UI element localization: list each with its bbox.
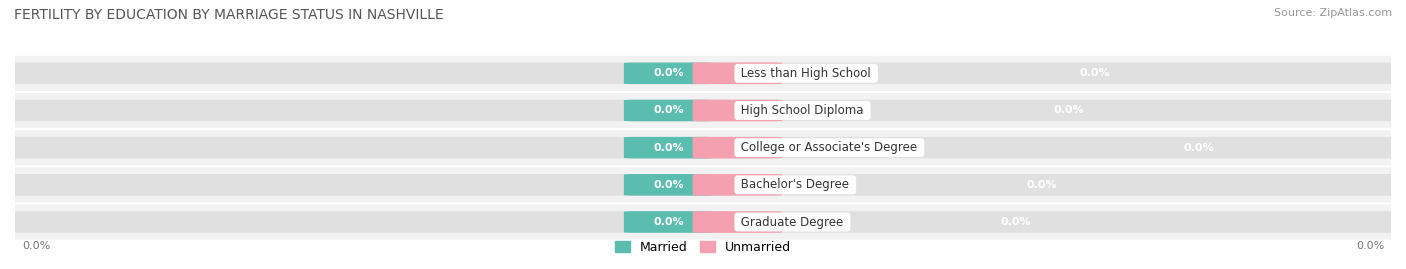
FancyBboxPatch shape: [693, 174, 782, 196]
Text: 0.0%: 0.0%: [654, 105, 683, 115]
FancyBboxPatch shape: [624, 100, 713, 121]
FancyBboxPatch shape: [1, 167, 1405, 202]
FancyBboxPatch shape: [693, 211, 782, 233]
FancyBboxPatch shape: [4, 62, 1402, 84]
FancyBboxPatch shape: [1, 204, 1405, 239]
Text: Less than High School: Less than High School: [737, 67, 875, 80]
Text: High School Diploma: High School Diploma: [737, 104, 868, 117]
FancyBboxPatch shape: [4, 174, 1402, 196]
Text: 0.0%: 0.0%: [654, 180, 683, 190]
FancyBboxPatch shape: [693, 62, 782, 84]
Text: Source: ZipAtlas.com: Source: ZipAtlas.com: [1274, 8, 1392, 18]
Text: 0.0%: 0.0%: [1184, 143, 1215, 153]
FancyBboxPatch shape: [624, 211, 713, 233]
Text: 0.0%: 0.0%: [1026, 180, 1057, 190]
FancyBboxPatch shape: [4, 211, 1402, 233]
FancyBboxPatch shape: [1, 56, 1405, 91]
Text: Graduate Degree: Graduate Degree: [737, 215, 848, 228]
Text: FERTILITY BY EDUCATION BY MARRIAGE STATUS IN NASHVILLE: FERTILITY BY EDUCATION BY MARRIAGE STATU…: [14, 8, 444, 22]
Text: 0.0%: 0.0%: [1355, 241, 1384, 251]
FancyBboxPatch shape: [624, 62, 713, 84]
Text: 0.0%: 0.0%: [654, 143, 683, 153]
Text: 0.0%: 0.0%: [1053, 105, 1084, 115]
Text: 0.0%: 0.0%: [654, 217, 683, 227]
FancyBboxPatch shape: [4, 100, 1402, 121]
FancyBboxPatch shape: [1, 93, 1405, 128]
Legend: Married, Unmarried: Married, Unmarried: [614, 241, 792, 254]
FancyBboxPatch shape: [4, 137, 1402, 158]
Text: 0.0%: 0.0%: [1080, 68, 1109, 78]
Text: Bachelor's Degree: Bachelor's Degree: [737, 178, 853, 191]
FancyBboxPatch shape: [1, 130, 1405, 165]
Text: 0.0%: 0.0%: [22, 241, 51, 251]
Text: 0.0%: 0.0%: [1001, 217, 1032, 227]
FancyBboxPatch shape: [624, 174, 713, 196]
FancyBboxPatch shape: [693, 100, 782, 121]
FancyBboxPatch shape: [624, 137, 713, 158]
Text: College or Associate's Degree: College or Associate's Degree: [737, 141, 921, 154]
Text: 0.0%: 0.0%: [654, 68, 683, 78]
FancyBboxPatch shape: [693, 137, 782, 158]
